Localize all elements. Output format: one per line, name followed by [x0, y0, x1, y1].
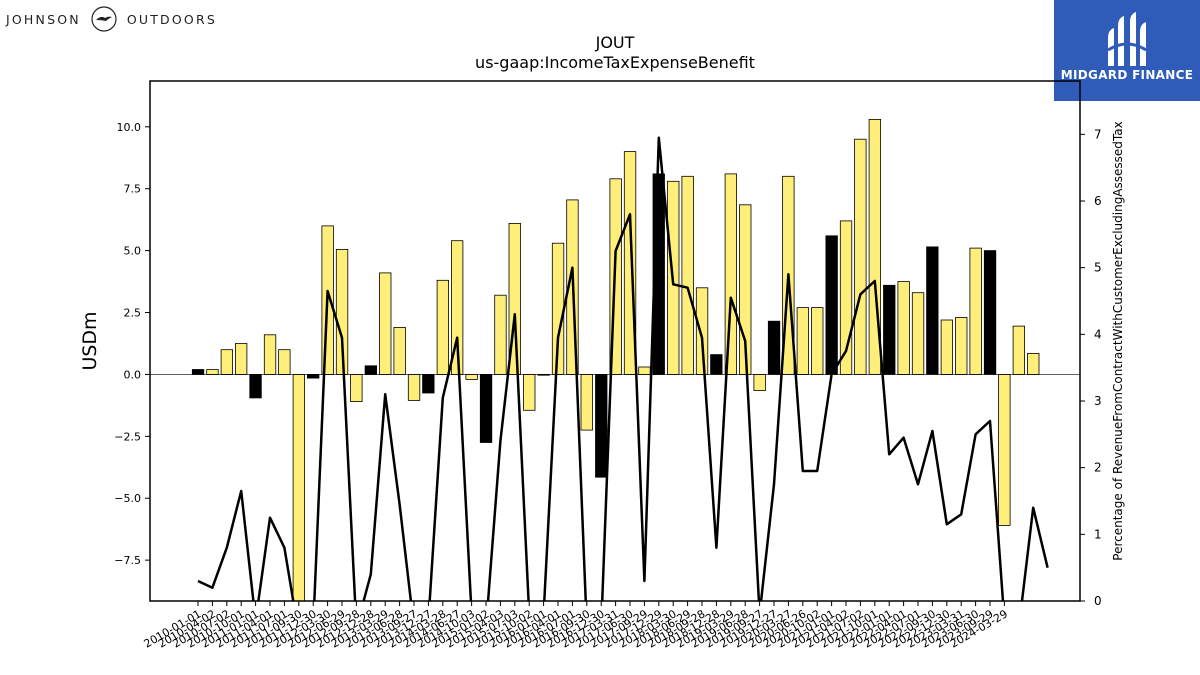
bar [926, 246, 939, 375]
chart-title: JOUT [595, 33, 635, 52]
bar [220, 349, 234, 375]
bar [811, 307, 824, 375]
y2-tick-label: 4 [1094, 327, 1102, 341]
bar [796, 307, 809, 375]
y-tick-label: −7.5 [114, 554, 141, 567]
chart-subtitle: us-gaap:IncomeTaxExpenseBenefit [475, 53, 755, 72]
bar [206, 369, 219, 375]
bar [940, 319, 953, 375]
y2-tick-label: 3 [1094, 394, 1102, 408]
line-series [197, 136, 1049, 601]
bar [897, 281, 910, 375]
y-tick-label: 10.0 [117, 121, 142, 134]
midgard-finance-logo: MIDGARD FINANCE [1054, 0, 1200, 101]
bar [695, 287, 709, 375]
bar [479, 373, 493, 443]
bar [278, 349, 291, 375]
bar [710, 354, 723, 375]
y-tick-label: 2.5 [124, 307, 142, 320]
midgard-emblem-icon [1107, 12, 1147, 66]
bar [379, 272, 392, 375]
bar [263, 334, 277, 375]
y-tick-label: −5.0 [114, 492, 141, 505]
bar-series [191, 119, 1040, 602]
revenue-percentage-line [197, 136, 1049, 601]
y2-tick-label: 1 [1094, 527, 1102, 541]
bar [969, 247, 982, 375]
bar [681, 175, 694, 375]
y-tick-label: −2.5 [114, 430, 141, 443]
bar [911, 292, 925, 375]
y2-axis-label: Percentage of RevenueFromContractWithCus… [1111, 121, 1125, 560]
bar [191, 369, 205, 375]
y2-tick-label: 2 [1094, 461, 1102, 475]
bar [364, 365, 378, 375]
y-axis-label: USDm [79, 311, 101, 370]
bar [753, 373, 766, 391]
bar [422, 373, 435, 394]
logo-word-right: OUTDOORS [126, 11, 217, 27]
y2-tick-label: 6 [1094, 194, 1102, 208]
bar [1012, 325, 1025, 375]
y2-tick-label: 7 [1094, 127, 1102, 141]
bar [465, 373, 478, 380]
bar [955, 317, 968, 375]
bar [523, 373, 536, 411]
bar [854, 138, 867, 375]
y-tick-label: 0.0 [124, 368, 142, 381]
bar [998, 373, 1011, 526]
bar [292, 373, 306, 602]
bar [767, 320, 781, 375]
partner-name: MIDGARD FINANCE [1060, 68, 1194, 82]
y-axis-ticks: −7.5 −5.0 −2.5 0.0 2.5 5.0 7.5 10.0 [114, 121, 150, 567]
plot-frame [149, 80, 1081, 602]
bar [638, 366, 651, 375]
bar [494, 294, 507, 375]
bar [825, 235, 838, 375]
eagle-emblem-icon [91, 6, 117, 32]
y2-axis-ticks: 0 1 2 3 4 5 6 7 [1080, 127, 1102, 608]
y-tick-label: 7.5 [124, 183, 142, 196]
johnson-outdoors-logo: JOHNSON OUTDOORS [6, 4, 217, 34]
bar [393, 326, 406, 375]
bar [407, 373, 421, 401]
bar [436, 279, 450, 375]
bar [1027, 352, 1040, 375]
x-axis-ticks: 2010-01-012010-04-022010-07-022010-10-01… [142, 601, 1010, 651]
y2-tick-label: 0 [1094, 594, 1102, 608]
bar [595, 373, 608, 478]
bar [306, 373, 320, 379]
bar [983, 250, 997, 375]
bar [234, 343, 248, 375]
y2-tick-label: 5 [1094, 261, 1102, 275]
bar [724, 173, 737, 375]
bar [580, 373, 593, 431]
bar [350, 373, 363, 402]
bar [249, 373, 262, 399]
bar [883, 284, 896, 375]
logo-word-left: JOHNSON [6, 11, 81, 27]
y-tick-label: 5.0 [124, 245, 142, 258]
